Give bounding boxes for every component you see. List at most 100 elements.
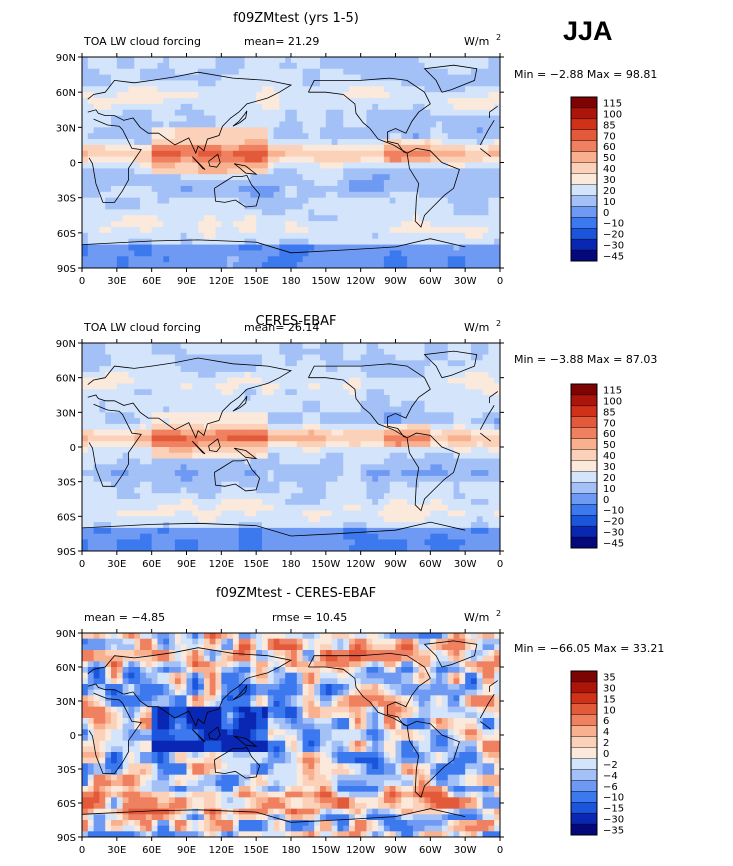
heatmap-cell [337, 395, 344, 402]
heatmap-cell [169, 348, 176, 355]
heatmap-cell [186, 168, 193, 175]
heatmap-cell [349, 168, 356, 175]
heatmap-cell [122, 98, 129, 105]
heatmap-cell [105, 133, 112, 140]
heatmap-cell [169, 366, 176, 373]
heatmap-cell [232, 168, 240, 175]
heatmap-cell [140, 144, 147, 152]
heatmap-cell [145, 221, 153, 228]
heatmap-cell [459, 98, 466, 105]
heatmap-cell [418, 389, 425, 396]
heatmap-cell [134, 191, 141, 199]
heatmap-cell [221, 389, 228, 396]
heatmap-cell [343, 435, 350, 442]
heatmap-cell [354, 92, 362, 99]
heatmap-cell [244, 343, 251, 350]
heatmap-cell [105, 423, 112, 431]
heatmap-cell [285, 354, 292, 361]
heatmap-cell [122, 343, 129, 350]
heatmap-cell [192, 475, 199, 483]
heatmap-cell [441, 115, 449, 122]
heatmap-cell [407, 238, 414, 245]
heatmap-cell [378, 510, 385, 517]
heatmap-cell [209, 127, 216, 134]
heatmap-cell [314, 133, 321, 140]
heatmap-cell [372, 191, 379, 199]
heatmap-cell [337, 109, 344, 117]
heatmap-cell [128, 232, 135, 240]
heatmap-cell [465, 185, 472, 193]
heatmap-cell [105, 516, 112, 523]
heatmap-cell [296, 115, 304, 122]
heatmap-cell [163, 441, 170, 448]
heatmap-cell [250, 343, 257, 350]
heatmap-cell [430, 406, 437, 413]
heatmap-cell [238, 464, 245, 471]
heatmap-cell [459, 92, 466, 99]
heatmap-cell [291, 168, 298, 175]
heatmap-cell [273, 162, 280, 169]
heatmap-cell [227, 127, 234, 134]
heatmap-cell [325, 377, 333, 384]
heatmap-cell [325, 470, 333, 477]
heatmap-cell [430, 197, 437, 204]
heatmap-cell [337, 139, 344, 146]
x-tick-label: 60W [419, 276, 442, 287]
heatmap-cell [389, 203, 396, 210]
heatmap-cell [87, 487, 95, 494]
heatmap-cell [389, 354, 396, 361]
heatmap-cell [215, 412, 222, 419]
heatmap-cell [465, 516, 472, 523]
heatmap-cell [320, 360, 327, 367]
heatmap-cell [436, 429, 443, 436]
heatmap-cell [482, 156, 489, 163]
heatmap-cell [331, 57, 338, 64]
heatmap-cell [407, 354, 414, 361]
heatmap-cell [261, 74, 269, 81]
heatmap-cell [261, 395, 269, 402]
heatmap-cell [285, 191, 292, 199]
heatmap-cell [169, 150, 176, 158]
heatmap-cell [215, 343, 222, 350]
heatmap-cell [488, 144, 495, 152]
heatmap-cell [82, 80, 89, 87]
heatmap-cell [302, 423, 309, 431]
heatmap-cell [82, 232, 89, 240]
heatmap-cell [250, 383, 257, 390]
heatmap-cell [227, 109, 234, 117]
heatmap-cell [87, 244, 95, 251]
heatmap-cell [151, 250, 158, 257]
heatmap-cell [343, 203, 350, 210]
heatmap-cell [273, 360, 280, 367]
heatmap-cell [325, 487, 333, 494]
heatmap-cell [87, 395, 95, 402]
heatmap-cell [401, 499, 408, 506]
heatmap-cell [140, 226, 147, 234]
heatmap-cell [145, 360, 153, 367]
heatmap-cell [163, 481, 170, 488]
heatmap-cell [308, 221, 315, 228]
heatmap-cell [308, 92, 315, 99]
heatmap-cell [267, 418, 274, 425]
heatmap-cell [302, 232, 309, 240]
heatmap-cell [186, 139, 193, 146]
panel-title: f09ZMtest (yrs 1-5) [233, 11, 359, 26]
heatmap-cell [325, 354, 333, 361]
heatmap-cell [261, 86, 269, 93]
heatmap-cell [87, 68, 95, 75]
heatmap-cell [296, 103, 304, 111]
heatmap-cell [407, 348, 414, 355]
heatmap-cell [389, 162, 396, 169]
heatmap-cell [325, 150, 333, 158]
heatmap-cell [145, 366, 153, 373]
heatmap-cell [157, 162, 164, 169]
heatmap-cell [314, 481, 321, 488]
heatmap-cell [105, 522, 112, 529]
heatmap-cell [441, 109, 449, 117]
heatmap-cell [418, 516, 425, 523]
heatmap-cell [476, 244, 483, 251]
heatmap-cell [128, 354, 135, 361]
heatmap-cell [343, 348, 350, 355]
heatmap-cell [87, 383, 95, 390]
heatmap-cell [395, 180, 402, 187]
